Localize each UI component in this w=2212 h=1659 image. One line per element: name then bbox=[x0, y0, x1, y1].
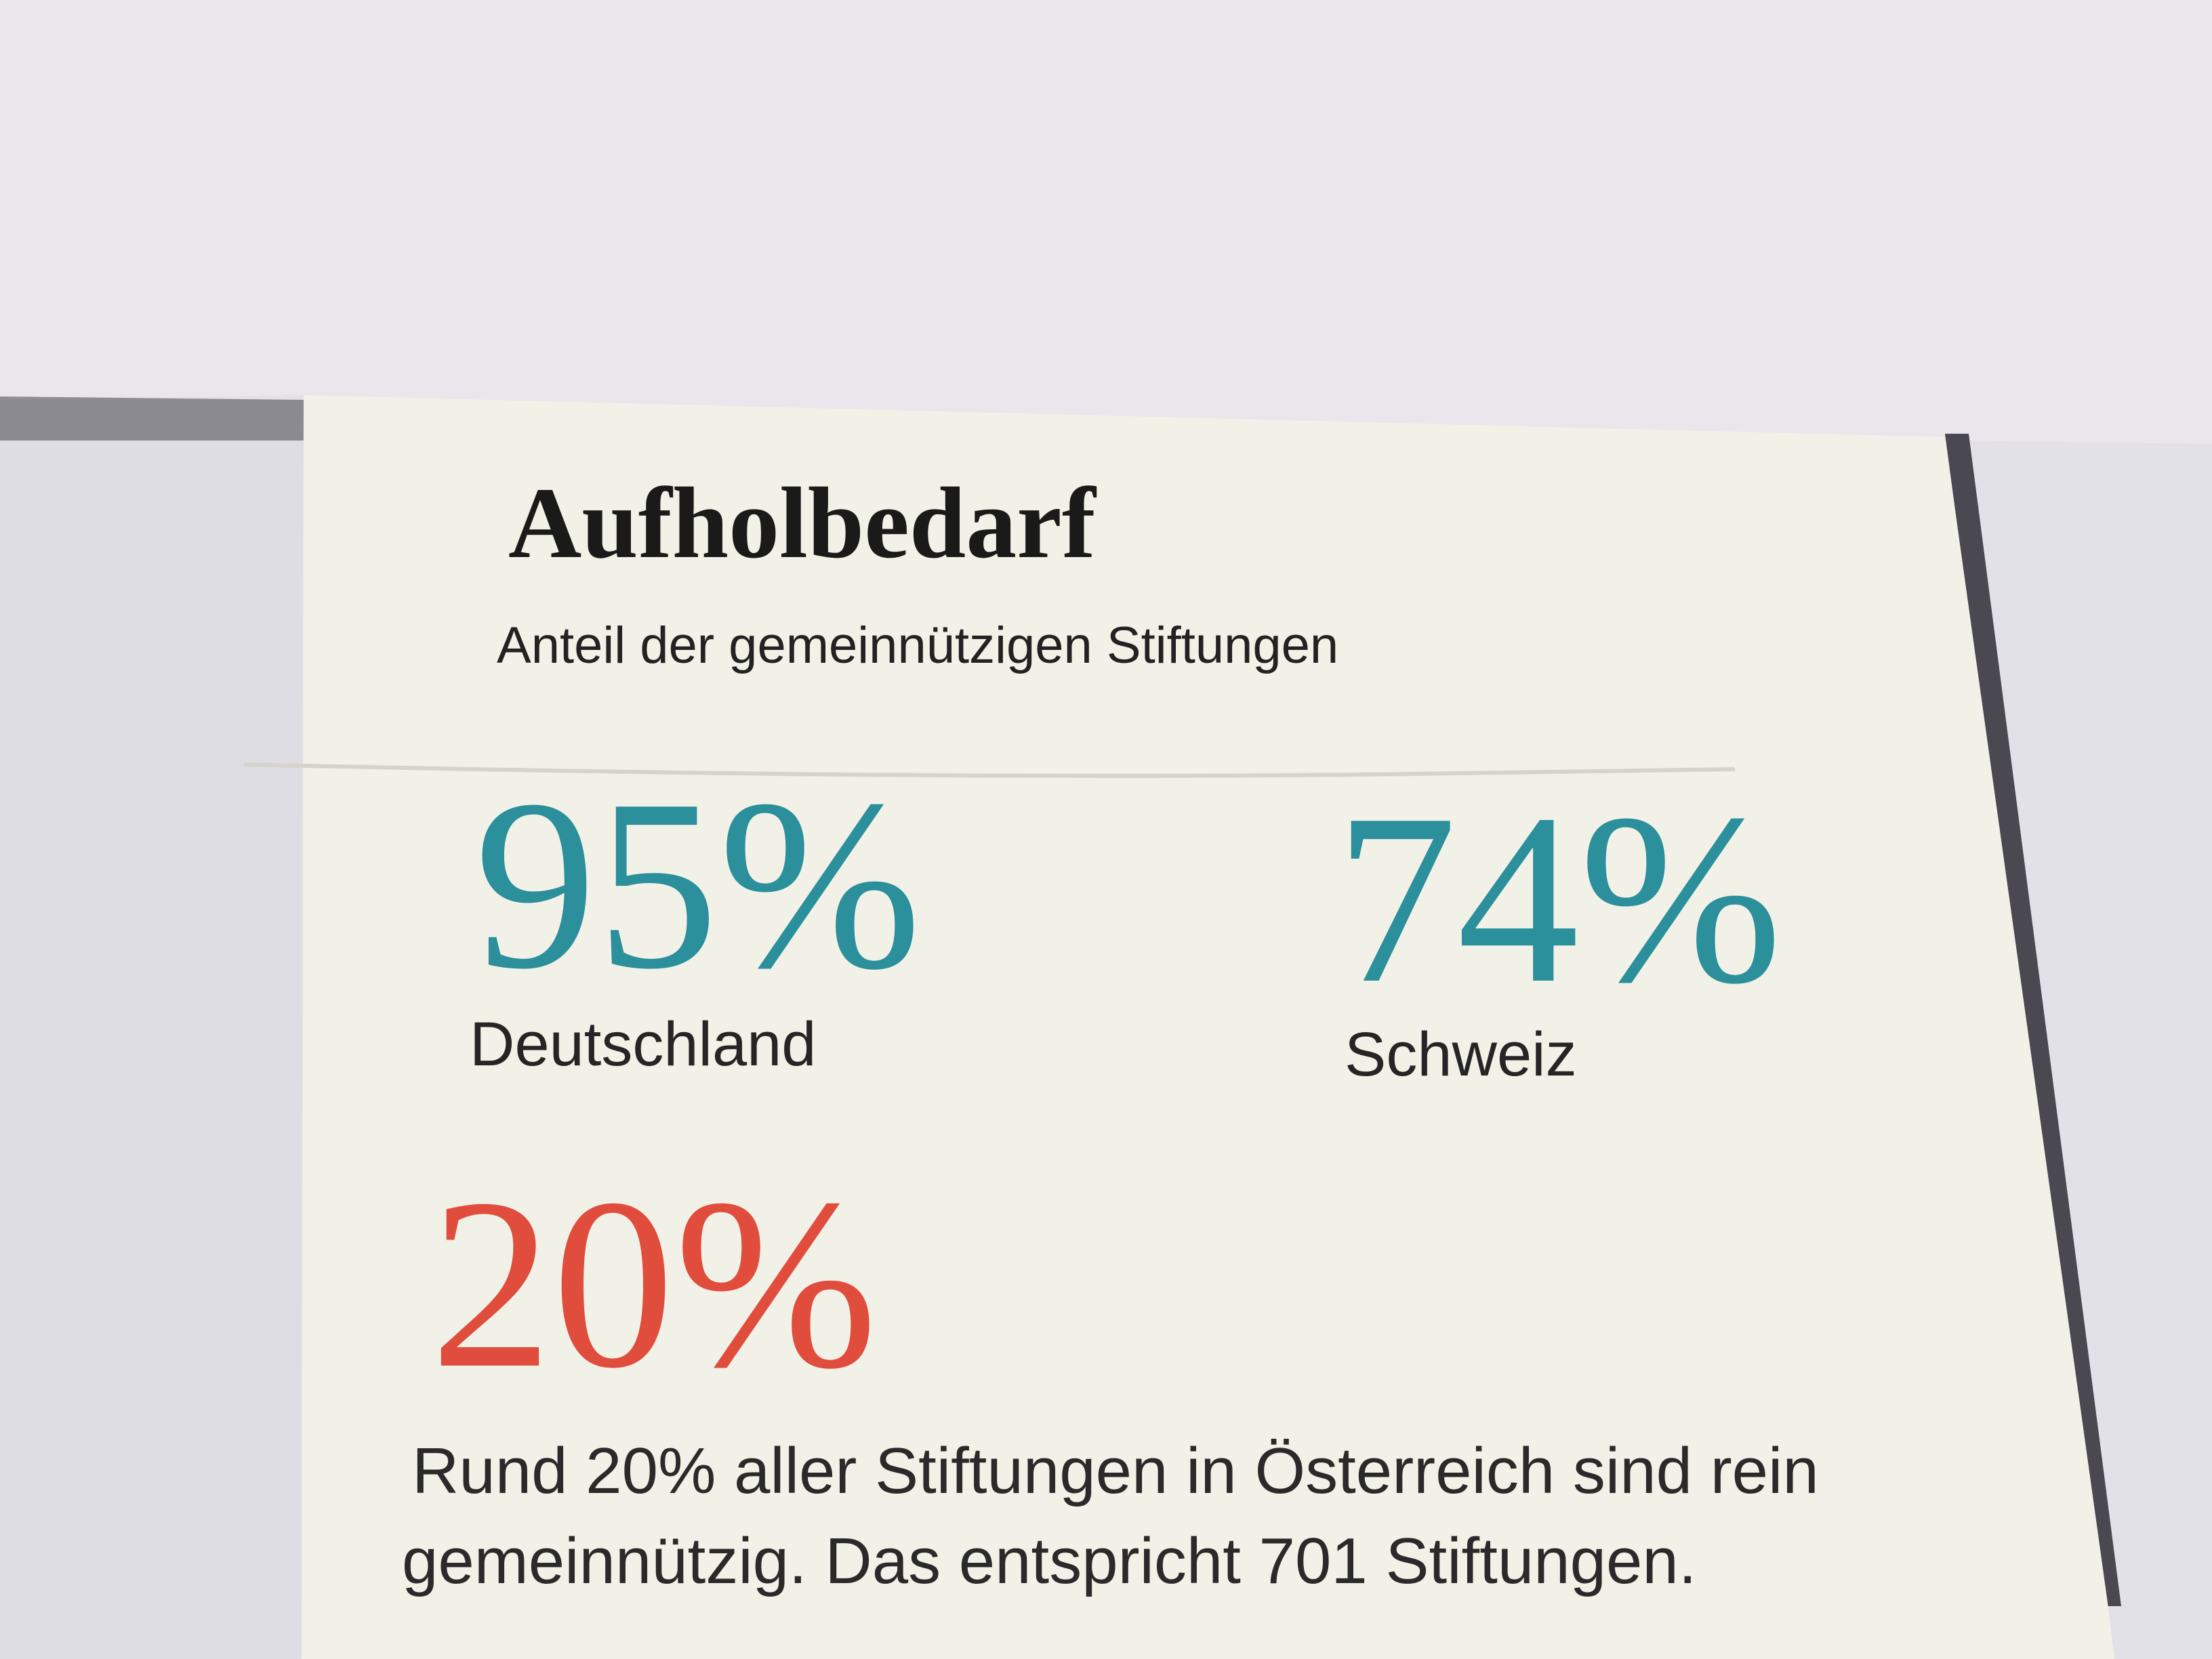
stat-value: 20% bbox=[430, 1148, 878, 1418]
subtitle: Anteil der gemeinnützigen Stiftungen bbox=[497, 617, 1338, 674]
note-line: gemeinnützig. Das entspricht 701 Stiftun… bbox=[402, 1525, 1696, 1597]
title: Aufholbedarf bbox=[508, 467, 1097, 579]
under-sheet-left bbox=[0, 400, 312, 1659]
stat-label: Schweiz bbox=[1345, 1020, 1577, 1089]
stat-value: 74% bbox=[1335, 763, 1782, 1033]
stat-label: Deutschland bbox=[470, 1010, 816, 1079]
note-line: Rund 20% aller Stiftungen in Österreich … bbox=[412, 1435, 1819, 1507]
stat-value: 95% bbox=[474, 749, 922, 1019]
shadow-edge bbox=[1945, 434, 2121, 1606]
paper-clipping bbox=[302, 395, 2114, 1659]
shadow-top bbox=[0, 396, 304, 441]
paper-fold bbox=[243, 762, 1736, 778]
